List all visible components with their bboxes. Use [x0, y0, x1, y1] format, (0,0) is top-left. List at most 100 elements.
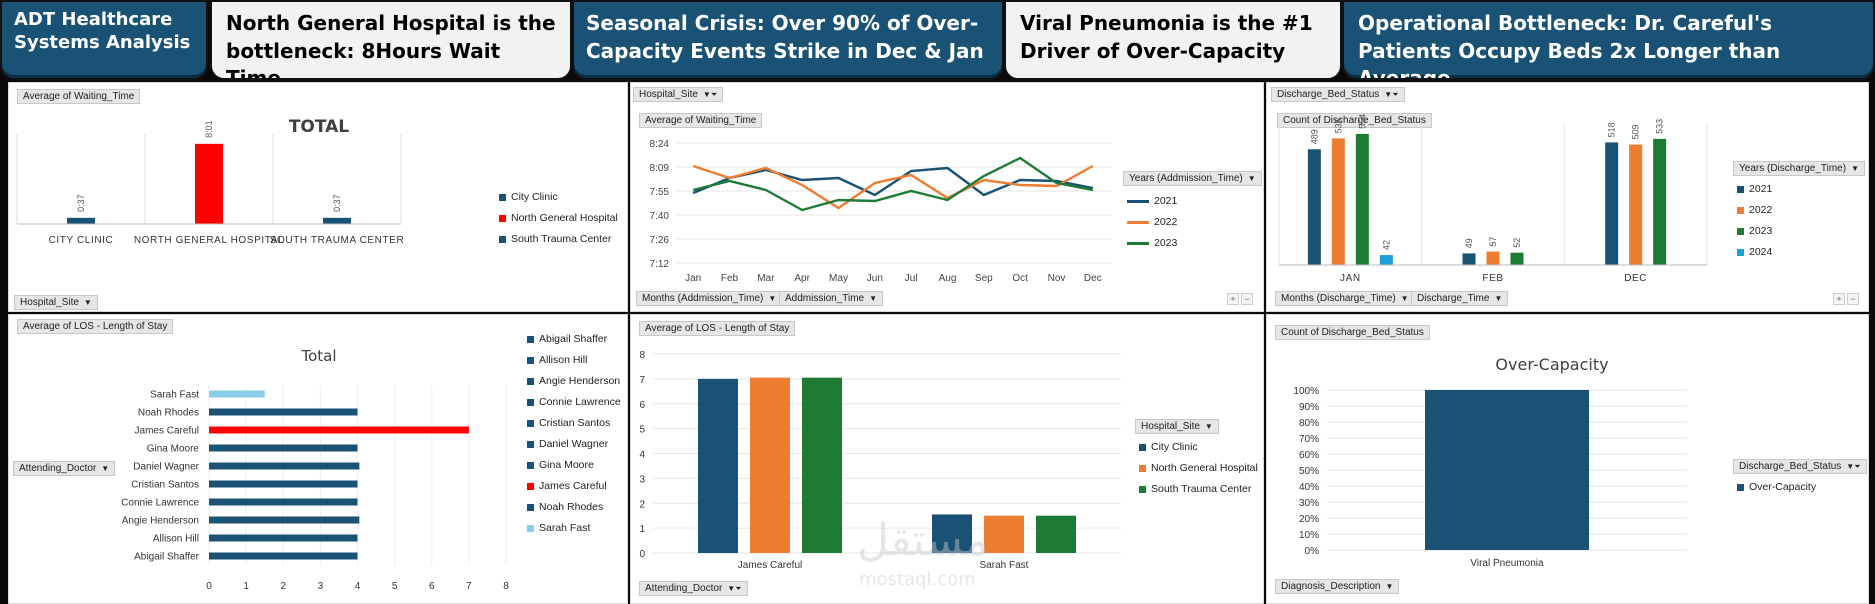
tab-north-general-bottleneck[interactable]: North General Hospital is the bottleneck…: [210, 0, 572, 80]
legend-label: 2024: [1749, 246, 1773, 258]
y-tick-label: 20%: [1299, 514, 1319, 525]
dropdown-arrow-icon: ▼: [869, 294, 878, 303]
years-admission-legend-filter[interactable]: Years (Addmission_Time) ▼: [1123, 171, 1262, 186]
y-tick-label: 60%: [1299, 450, 1319, 461]
data-label: 533: [1655, 119, 1665, 134]
legend-item: 2023: [1737, 221, 1772, 242]
y-tick-label: Gina Moore: [147, 444, 200, 455]
legend-item: Angie Henderson: [527, 371, 621, 392]
waiting-by-site-chart: 0:37 CITY CLINIC 8:01 NORTH GENERAL HOSPITA…: [16, 120, 404, 246]
legend-label: Over-Capacity: [1749, 481, 1817, 493]
legend-swatch: [1139, 464, 1146, 472]
data-label: 52: [1512, 238, 1522, 248]
y-tick-label: Abigail Shaffer: [134, 552, 200, 563]
value-field-button[interactable]: Average of LOS - Length of Stay: [17, 319, 174, 334]
y-tick-label: 30%: [1299, 498, 1319, 509]
data-label: 0:37: [332, 194, 342, 212]
y-tick-label: 1: [639, 524, 645, 535]
y-tick-label: Angie Henderson: [122, 516, 199, 527]
tab-adt-analysis[interactable]: ADT Healthcare Systems Analysis: [0, 0, 208, 80]
legend-item: James Careful: [527, 476, 621, 497]
discharge-time-filter[interactable]: Discharge_Time ▼: [1411, 291, 1509, 306]
legend-swatch: [1737, 483, 1744, 491]
collapse-icon: −: [1241, 293, 1253, 305]
tab-viral-pneumonia[interactable]: Viral Pneumonia is the #1 Driver of Over…: [1004, 0, 1342, 80]
legend-label: Gina Moore: [539, 459, 594, 471]
collapse-icon: −: [1847, 293, 1859, 305]
hospital-site-filter[interactable]: Hospital_Site ▼⏷: [633, 87, 724, 102]
expand-collapse-buttons[interactable]: + −: [1831, 293, 1859, 305]
x-tick-label: DEC: [1624, 273, 1647, 284]
value-field-button[interactable]: Average of LOS - Length of Stay: [639, 321, 796, 336]
panel-los-by-site: Average of LOS - Length of Stay 0 1 2 3 4 5 6 7…: [630, 314, 1264, 604]
series-line-2022: [692, 164, 1094, 210]
value-field-button[interactable]: Count of Discharge_Bed_Status: [1277, 113, 1432, 128]
bar: [209, 534, 358, 542]
hospital-site-legend-filter[interactable]: Hospital_Site ▼: [1135, 419, 1219, 434]
legend-swatch: [499, 193, 506, 201]
legend-label: 2023: [1749, 225, 1773, 237]
discharge-bed-status-legend-filter[interactable]: Discharge_Bed_Status ▼⏷: [1733, 459, 1867, 474]
hospital-site-filter[interactable]: Hospital_Site ▼: [14, 295, 98, 310]
legend-label: Cristian Santos: [539, 417, 611, 429]
y-tick-label: 0%: [1305, 546, 1320, 557]
y-tick-label: 8: [639, 350, 645, 361]
data-label: 0:37: [76, 194, 86, 212]
legend-swatch: [1737, 227, 1744, 235]
data-label: 8:01: [204, 120, 214, 138]
dropdown-arrow-icon: ▼: [101, 464, 110, 473]
panel-los-by-doctor: Average of LOS - Length of Stay Total 0 1…: [8, 314, 628, 604]
expand-collapse-buttons[interactable]: + −: [1225, 293, 1253, 305]
attending-doctor-filter[interactable]: Attending_Doctor ▼: [13, 461, 116, 476]
legend-label: Connie Lawrence: [539, 396, 621, 408]
admission-time-filter[interactable]: Addmission_Time ▼: [779, 291, 884, 306]
legend-swatch: [527, 356, 534, 364]
attending-doctor-filter[interactable]: Attending_Doctor ▼⏷: [639, 581, 748, 596]
bar: [67, 217, 95, 224]
legend-label: North General Hospital: [511, 212, 618, 224]
bar: [323, 217, 351, 224]
y-tick-label: 4: [639, 450, 645, 461]
years-discharge-legend-filter[interactable]: Years (Discharge_Time) ▼: [1733, 161, 1865, 176]
months-admission-filter[interactable]: Months (Addmission_Time) ▼: [636, 291, 783, 306]
bar: [209, 408, 358, 416]
status-legend: Over-Capacity: [1737, 477, 1816, 498]
legend-label: Sarah Fast: [539, 522, 591, 534]
y-tick-label: 70%: [1299, 434, 1319, 445]
panel-discharge-by-month: Discharge_Bed_Status ▼⏷ Count of Discharg…: [1266, 82, 1869, 312]
discharge-bed-status-filter[interactable]: Discharge_Bed_Status ▼⏷: [1271, 87, 1405, 102]
value-field-button[interactable]: Average of Waiting_Time: [639, 113, 763, 128]
chart-title: Total: [301, 347, 337, 365]
legend-swatch: [499, 235, 506, 243]
bar: [209, 516, 360, 524]
bar: [1355, 133, 1369, 265]
y-tick-label: Noah Rhodes: [138, 408, 199, 419]
x-tick-label: JAN: [1340, 273, 1361, 284]
x-tick-label: Jun: [867, 273, 883, 284]
legend-label: South Trauma Center: [511, 233, 612, 245]
panel-waiting-by-site: Average of Waiting_Time TOTAL 0:37 CITY C…: [8, 82, 628, 312]
legend-item: Allison Hill: [527, 350, 621, 371]
bar: [209, 444, 358, 452]
value-field-button[interactable]: Average of Waiting_Time: [17, 89, 141, 104]
legend-item: South Trauma Center: [499, 229, 618, 250]
series-line-2023: [692, 156, 1094, 212]
x-tick-label: 4: [355, 581, 361, 592]
tab-operational-bottleneck[interactable]: Operational Bottleneck: Dr. Careful's Pa…: [1342, 0, 1875, 80]
legend-item: Gina Moore: [527, 455, 621, 476]
x-tick-label: 8: [503, 581, 509, 592]
diagnosis-description-filter[interactable]: Diagnosis_Description ▼: [1275, 579, 1400, 594]
tab-seasonal-crisis[interactable]: Seasonal Crisis: Over 90% of Over-Capaci…: [572, 0, 1004, 80]
legend-item: Daniel Wagner: [527, 434, 621, 455]
legend-label: 2022: [1749, 204, 1773, 216]
legend-item: South Trauma Center: [1139, 479, 1258, 500]
value-field-button[interactable]: Count of Discharge_Bed_Status: [1275, 325, 1430, 340]
legend-label: 2022: [1154, 216, 1178, 228]
legend-label: City Clinic: [511, 191, 558, 203]
legend-swatch: [1737, 206, 1744, 214]
filter-funnel-icon: ▼⏷: [1846, 462, 1861, 471]
series-line-2021: [692, 166, 1094, 197]
x-tick-label: Jul: [905, 273, 918, 284]
bar: [1425, 390, 1589, 550]
months-discharge-filter[interactable]: Months (Discharge_Time) ▼: [1275, 291, 1415, 306]
